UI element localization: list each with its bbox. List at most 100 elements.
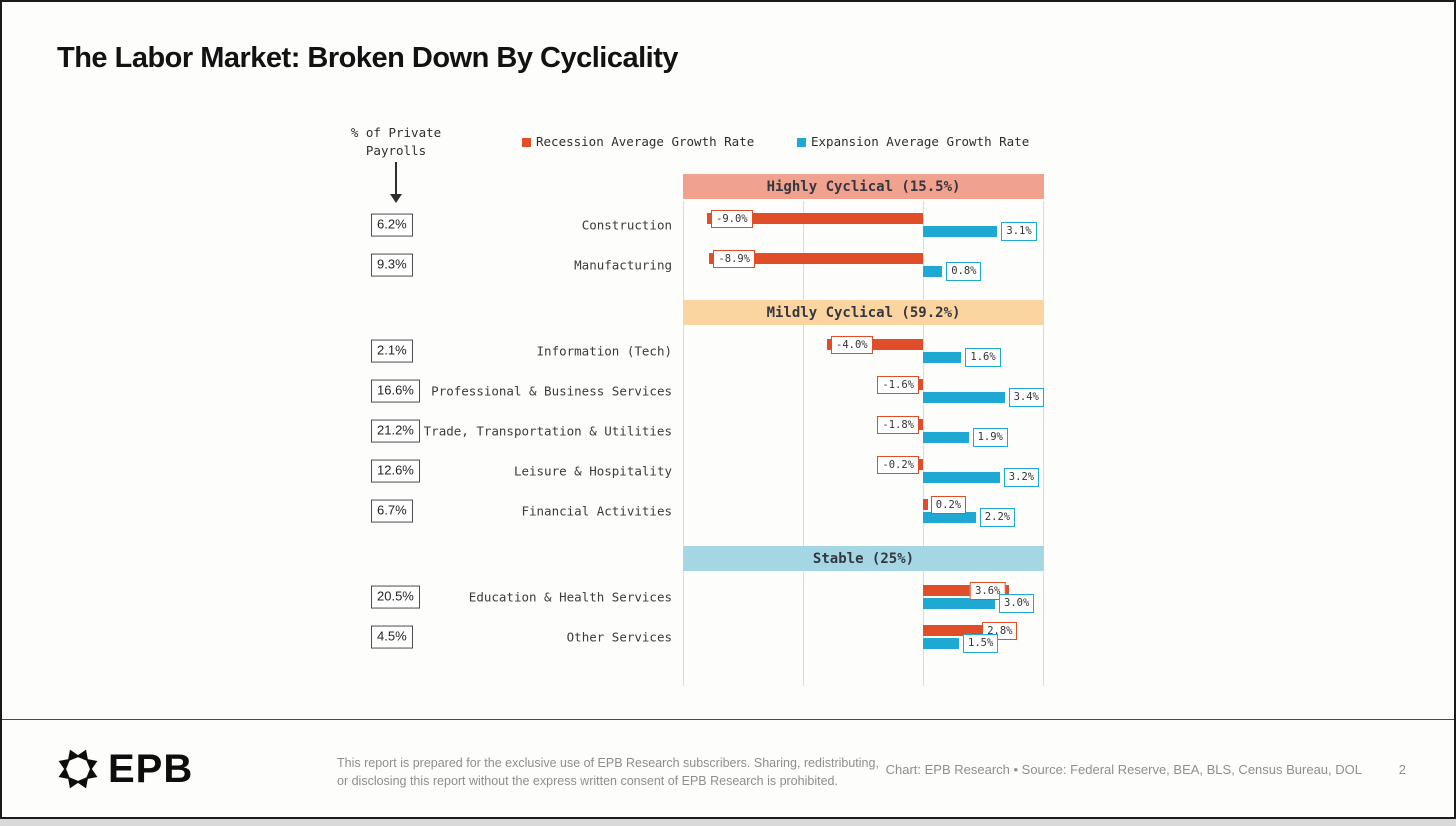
- legend-label-expansion: Expansion Average Growth Rate: [811, 134, 1030, 149]
- recession-bar: [923, 585, 1010, 596]
- expansion-value-label: 3.2%: [1003, 468, 1040, 487]
- footer-divider: [2, 719, 1454, 720]
- recession-bar: [918, 459, 923, 470]
- payroll-share-box: 21.2%: [371, 419, 420, 443]
- section-band-3: Stable (25%): [683, 546, 1044, 571]
- recession-value-label: -0.2%: [877, 455, 919, 474]
- recession-value-label: -1.8%: [877, 415, 919, 434]
- plot-cell: 2.8% 1.5%: [683, 617, 1044, 657]
- plot-cell: -1.8% 1.9%: [683, 411, 1044, 451]
- expansion-bar: [923, 511, 976, 523]
- expansion-value-label: 3.0%: [999, 594, 1035, 613]
- legend-item-recession: Recession Average Growth Rate: [522, 134, 754, 149]
- gridline: [683, 201, 684, 686]
- payroll-share-axis-label-line: % of Private: [350, 125, 442, 140]
- recession-bar: [827, 339, 923, 350]
- chart-row: 9.3% Manufacturing -8.9% 0.8%: [2, 245, 1456, 285]
- expansion-value-label: 3.4%: [1008, 388, 1044, 407]
- epb-logo-wordmark: EPB: [108, 747, 194, 791]
- sector-label: Education & Health Services: [468, 589, 672, 605]
- chart-row: 12.6% Leisure & Hospitality -0.2% 3.2%: [2, 451, 1456, 491]
- plot-cell: -9.0% 3.1%: [683, 205, 1044, 245]
- section-band-1: Highly Cyclical (15.5%): [683, 174, 1044, 199]
- payroll-share-box: 6.7%: [371, 499, 413, 523]
- chart-row: 20.5% Education & Health Services 3.6% 3.0%: [2, 577, 1456, 617]
- recession-bar: [923, 625, 991, 636]
- payroll-share-box: 9.3%: [371, 253, 413, 277]
- chart-row: 2.1% Information (Tech) -4.0% 1.6%: [2, 331, 1456, 371]
- payroll-share-box: 4.5%: [371, 625, 413, 649]
- legend-label-recession: Recession Average Growth Rate: [536, 134, 755, 149]
- down-arrow-icon: [395, 162, 397, 195]
- recession-value-label: -1.6%: [877, 375, 919, 394]
- down-arrow-head-icon: [390, 194, 402, 203]
- recession-legend-swatch-icon: [522, 137, 531, 147]
- page-number: 2: [1398, 762, 1406, 777]
- recession-value-label: 3.6%: [970, 581, 1006, 600]
- sector-label: Financial Activities: [521, 503, 672, 519]
- expansion-bar: [923, 225, 998, 237]
- plot-cell: -8.9% 0.8%: [683, 245, 1044, 285]
- expansion-bar: [923, 637, 959, 649]
- expansion-value-label: 3.1%: [1001, 222, 1037, 241]
- gridline-zero: [923, 201, 924, 686]
- payroll-share-box: 16.6%: [371, 379, 420, 403]
- legend-item-expansion: Expansion Average Growth Rate: [797, 134, 1029, 149]
- sector-label: Professional & Business Services: [431, 383, 672, 399]
- page-title: The Labor Market: Broken Down By Cyclica…: [57, 42, 678, 74]
- expansion-value-label: 1.9%: [972, 428, 1008, 447]
- chart-row: 6.2% Construction -9.0% 3.1%: [2, 205, 1456, 245]
- recession-bar: [923, 499, 928, 510]
- plot-cell: -1.6% 3.4%: [683, 371, 1044, 411]
- expansion-value-label: 1.5%: [963, 634, 999, 653]
- payroll-share-box: 2.1%: [371, 339, 413, 363]
- sector-label: Trade, Transportation & Utilities: [423, 423, 672, 439]
- plot-cell: -0.2% 3.2%: [683, 451, 1044, 491]
- recession-value-label: -9.0%: [711, 209, 753, 228]
- payroll-share-box: 20.5%: [371, 585, 420, 609]
- payroll-share-axis-label: % of Private Payrolls: [338, 124, 454, 159]
- recession-value-label: 0.2%: [930, 495, 967, 514]
- expansion-value-label: 2.2%: [979, 508, 1016, 527]
- expansion-value-label: 1.6%: [965, 348, 1001, 367]
- source-credit: Chart: EPB Research • Source: Federal Re…: [885, 762, 1362, 777]
- epb-logo: EPB: [56, 747, 193, 791]
- gridline: [803, 201, 804, 686]
- recession-bar: [709, 253, 923, 264]
- expansion-legend-swatch-icon: [797, 137, 806, 147]
- sector-label: Manufacturing: [574, 257, 672, 273]
- disclaimer-line-1: This report is prepared for the exclusiv…: [337, 756, 879, 770]
- expansion-bar: [923, 597, 995, 609]
- disclaimer-text: This report is prepared for the exclusiv…: [337, 754, 897, 790]
- sector-label: Other Services: [566, 629, 672, 645]
- payroll-share-box: 6.2%: [371, 213, 413, 237]
- chart-row: 4.5% Other Services 2.8% 1.5%: [2, 617, 1456, 657]
- expansion-bar: [923, 265, 943, 277]
- epb-logo-mark-icon: [58, 749, 98, 789]
- payroll-share-axis-label-line: Payrolls: [365, 142, 427, 158]
- disclaimer-line-2: or disclosing this report without the ex…: [337, 774, 838, 789]
- sector-label: Construction: [581, 217, 672, 233]
- plot-cell: 3.6% 3.0%: [683, 577, 1044, 617]
- expansion-bar: [923, 431, 969, 443]
- expansion-bar: [923, 471, 1000, 483]
- chart-row: 16.6% Professional & Business Services -1.…: [2, 371, 1456, 411]
- section-band-2: Mildly Cyclical (59.2%): [683, 300, 1044, 325]
- chart-row: 21.2% Trade, Transportation & Utilities -1…: [2, 411, 1456, 451]
- recession-value-label: -8.9%: [713, 249, 755, 268]
- plot-cell: -4.0% 1.6%: [683, 331, 1044, 371]
- chart-gridlines: [683, 201, 1044, 686]
- recession-value-label: -4.0%: [831, 335, 873, 354]
- cyclicality-bar-chart: Highly Cyclical (15.5%) 6.2% Construction -…: [2, 174, 1456, 657]
- expansion-bar: [923, 351, 962, 363]
- gridline: [1043, 201, 1044, 686]
- chart-row: 6.7% Financial Activities 0.2% 2.2%: [2, 491, 1456, 531]
- expansion-bar: [923, 391, 1005, 403]
- plot-cell: 0.2% 2.2%: [683, 491, 1044, 531]
- sector-label: Leisure & Hospitality: [513, 463, 672, 479]
- payroll-share-box: 12.6%: [371, 459, 420, 483]
- sector-label: Information (Tech): [536, 343, 672, 359]
- expansion-value-label: 0.8%: [946, 262, 982, 281]
- recession-bar: [707, 213, 923, 224]
